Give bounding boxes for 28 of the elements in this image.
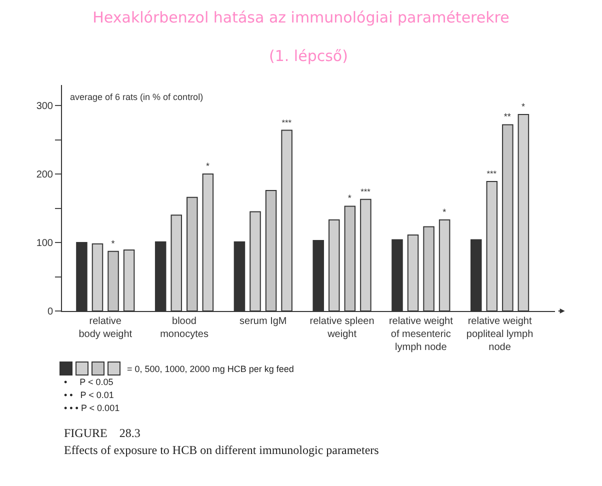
x-tick-label: relative weight popliteal lymph node [466, 316, 534, 353]
y-axis-title: average of 6 rats (in % of control) [70, 92, 204, 102]
text: • • • P < 0.001 [64, 403, 120, 413]
x-tick-label: relative weight of mesenteric lymph node [388, 316, 454, 353]
data-label: * [521, 101, 526, 112]
text: • • P < 0.01 [64, 390, 114, 400]
text: = 0, 500, 1000, 2000 mg HCB per kg feed [127, 364, 294, 374]
y-tick-label: 0 [47, 306, 54, 318]
chart-subtitle: (1. lépcső) [269, 47, 348, 65]
x-tick-label: serum IgM [240, 316, 287, 327]
data-label: *** [360, 186, 372, 197]
x-tick-label: relative body weight [78, 316, 132, 340]
data-label: * [111, 238, 116, 248]
x-tick-label: relative spleen weight [310, 316, 374, 340]
text: Effects of exposure to HCB on different immunologic parameters [64, 443, 380, 457]
data-label: *** [486, 168, 498, 179]
y-tick-label: 300 [36, 101, 54, 112]
x-tick-label: blood monocytes [160, 316, 208, 340]
data-label: * [442, 206, 447, 217]
data-label: *** [282, 117, 292, 128]
y-tick-label: 200 [36, 170, 54, 181]
data-label: ** [504, 112, 512, 122]
data-label: * [206, 161, 210, 172]
chart-title: Hexaklórbenzol hatása az immunológiai paraméterekre [92, 8, 510, 26]
y-tick-label: 100 [36, 238, 54, 250]
caption: FIGURE 28.3 [64, 426, 140, 440]
text: • P < 0.05 [64, 377, 114, 387]
data-label: * [348, 193, 352, 204]
